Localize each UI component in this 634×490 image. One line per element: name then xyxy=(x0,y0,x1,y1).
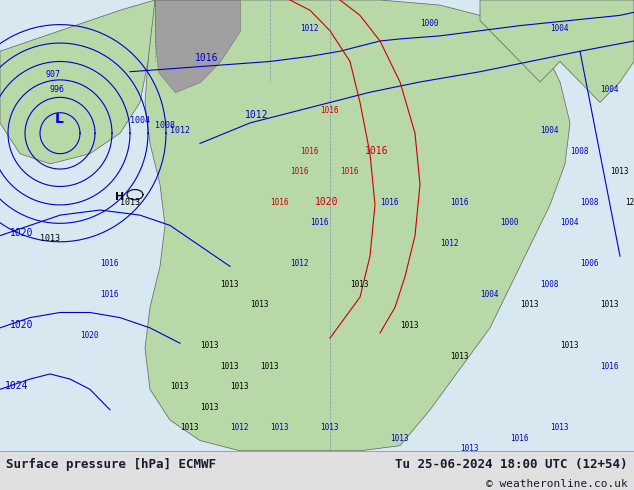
Text: 1013: 1013 xyxy=(550,423,569,432)
Text: 1013: 1013 xyxy=(460,444,479,453)
Text: 1020: 1020 xyxy=(80,331,98,340)
Text: 1004: 1004 xyxy=(560,219,578,227)
Text: 1016: 1016 xyxy=(310,219,328,227)
Text: 1012: 1012 xyxy=(290,259,309,269)
Text: 1013: 1013 xyxy=(450,352,469,361)
Text: 1012: 1012 xyxy=(230,423,249,432)
Text: 907: 907 xyxy=(45,70,60,79)
Text: 1016: 1016 xyxy=(600,362,619,371)
Text: 1013: 1013 xyxy=(610,167,628,176)
Text: 12: 12 xyxy=(625,198,634,207)
Text: 1016: 1016 xyxy=(100,290,119,299)
Text: 1008: 1008 xyxy=(570,147,588,156)
Text: 1016: 1016 xyxy=(450,198,469,207)
Text: 1016: 1016 xyxy=(340,167,358,176)
Text: 1016: 1016 xyxy=(380,198,399,207)
Text: 1008: 1008 xyxy=(540,280,559,289)
Text: 1000: 1000 xyxy=(610,0,628,2)
Text: 1004: 1004 xyxy=(480,290,498,299)
Text: 1013: 1013 xyxy=(400,321,418,330)
Text: © weatheronline.co.uk: © weatheronline.co.uk xyxy=(486,479,628,489)
Text: 1016: 1016 xyxy=(270,198,288,207)
Text: 1004: 1004 xyxy=(130,116,150,125)
Text: 1013: 1013 xyxy=(390,434,408,442)
Text: 1013: 1013 xyxy=(120,198,140,207)
Text: 1013: 1013 xyxy=(170,382,188,392)
Text: 1016: 1016 xyxy=(320,106,339,115)
Text: 1016: 1016 xyxy=(195,53,219,64)
Text: 1012: 1012 xyxy=(245,110,269,120)
Text: 1013: 1013 xyxy=(560,342,578,350)
Text: 1013: 1013 xyxy=(260,362,278,371)
Text: 996: 996 xyxy=(50,85,65,94)
Text: 1013: 1013 xyxy=(220,362,238,371)
Text: L: L xyxy=(55,112,64,126)
Text: 1016: 1016 xyxy=(100,259,119,269)
Text: 1012: 1012 xyxy=(300,24,318,33)
Text: 1016: 1016 xyxy=(365,146,389,156)
Text: 1013: 1013 xyxy=(200,342,219,350)
Text: 1013: 1013 xyxy=(230,382,249,392)
Text: 1020: 1020 xyxy=(10,228,34,238)
Text: 1013: 1013 xyxy=(270,423,288,432)
Text: 1006: 1006 xyxy=(580,259,598,269)
Text: 1016: 1016 xyxy=(510,434,529,442)
Text: 1012: 1012 xyxy=(170,126,190,135)
Text: 1013: 1013 xyxy=(250,300,269,309)
Text: 1004: 1004 xyxy=(600,85,619,94)
Text: 1013: 1013 xyxy=(220,280,238,289)
Text: 1004: 1004 xyxy=(550,24,569,33)
Text: 1020: 1020 xyxy=(10,320,34,330)
Text: 1008: 1008 xyxy=(580,198,598,207)
Text: 1000: 1000 xyxy=(420,19,439,27)
Text: 1016: 1016 xyxy=(300,147,318,156)
Text: H: H xyxy=(115,192,124,202)
Text: 1013: 1013 xyxy=(520,300,538,309)
Text: 1000: 1000 xyxy=(500,219,519,227)
Text: 1013: 1013 xyxy=(200,403,219,412)
Text: 1013: 1013 xyxy=(40,234,60,243)
Text: 1020: 1020 xyxy=(315,197,339,207)
Text: 1013: 1013 xyxy=(600,300,619,309)
Text: 1013: 1013 xyxy=(180,423,198,432)
Text: 1024: 1024 xyxy=(5,381,29,392)
Text: 1004: 1004 xyxy=(540,126,559,135)
Text: Surface pressure [hPa] ECMWF: Surface pressure [hPa] ECMWF xyxy=(6,458,216,471)
Text: 1008: 1008 xyxy=(155,121,175,130)
Text: Tu 25-06-2024 18:00 UTC (12+54): Tu 25-06-2024 18:00 UTC (12+54) xyxy=(395,458,628,471)
Text: 1013: 1013 xyxy=(320,423,339,432)
Text: 1012: 1012 xyxy=(440,239,458,248)
Text: 1016: 1016 xyxy=(290,167,309,176)
Text: 1013: 1013 xyxy=(350,280,368,289)
